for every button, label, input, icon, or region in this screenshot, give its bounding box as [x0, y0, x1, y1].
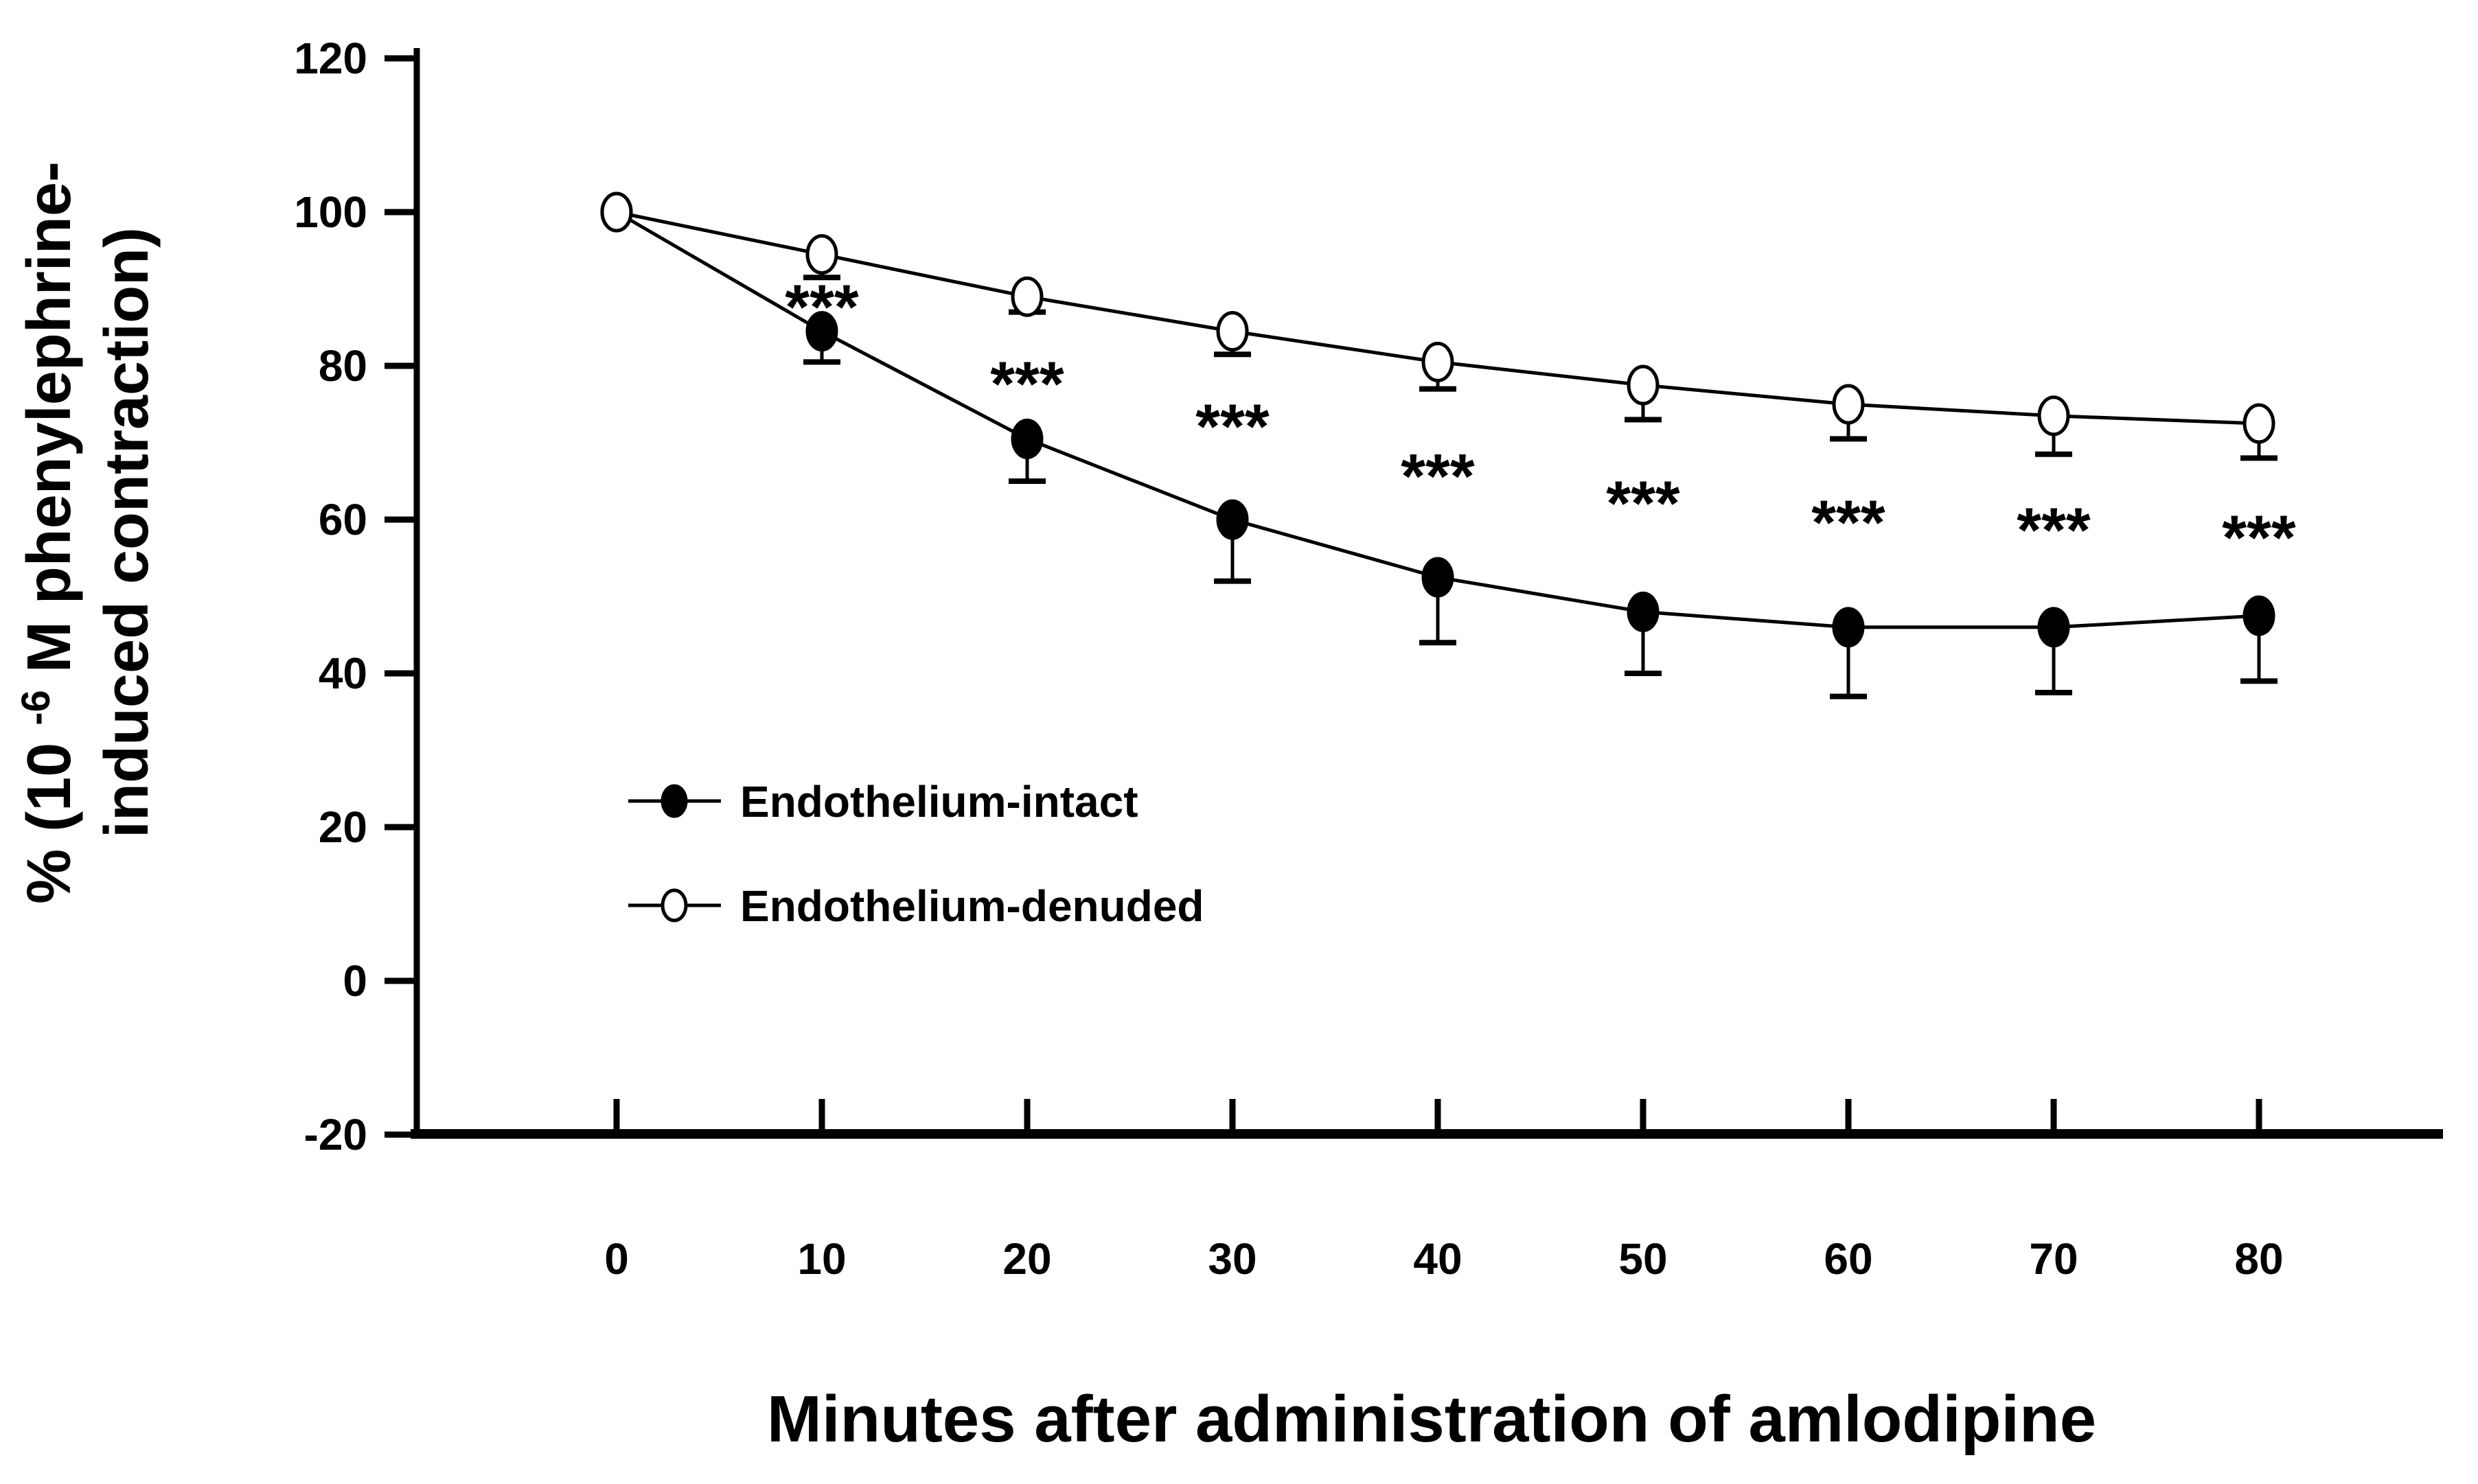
x-tick-label: 60	[1824, 1234, 1872, 1284]
series-open-circle	[600, 192, 2278, 461]
x-axis-title: Minutes after administration of amlodipi…	[767, 1382, 2096, 1456]
data-point-filled-circle	[805, 311, 838, 352]
x-tick-label: 10	[797, 1234, 846, 1284]
series-line	[616, 210, 2260, 426]
data-point-open-circle	[805, 234, 838, 275]
axes: 120 100 80 60 40 20 0 -20 0 10 20 30 40 50 60 70 80	[294, 34, 2443, 1284]
data-point-open-circle	[1421, 341, 1454, 382]
significance-stars: ***	[1401, 442, 1475, 512]
y-tick-label: 40	[319, 649, 367, 698]
data-series	[600, 192, 2278, 699]
legend-label: Endothelium-intact	[740, 777, 1138, 826]
legend-item-endothelium-intact: Endothelium-intact	[628, 777, 1138, 826]
legend: Endothelium-intact Endothelium-denuded	[628, 777, 1204, 931]
data-point-filled-circle	[2242, 595, 2275, 636]
data-point-filled-circle	[2037, 607, 2070, 648]
x-tick-label: 70	[2029, 1234, 2078, 1284]
significance-annotations: *** *** *** *** *** *** *** ***	[785, 273, 2296, 573]
legend-label: Endothelium-denuded	[740, 881, 1204, 931]
x-tick-label: 80	[2234, 1234, 2283, 1284]
significance-stars: ***	[1195, 392, 1270, 462]
data-point-open-circle	[2037, 395, 2070, 437]
data-point-filled-circle	[1627, 591, 1660, 632]
filled-circle-icon	[661, 784, 688, 818]
open-circle-icon	[661, 888, 688, 923]
data-point-filled-circle	[1832, 607, 1865, 648]
significance-stars: ***	[1811, 488, 1885, 558]
x-tick-label: 40	[1413, 1234, 1462, 1284]
data-point-open-circle	[1216, 311, 1249, 352]
y-tick-label: 80	[319, 341, 367, 391]
y-axis-title-text: M phenylephrine-	[15, 161, 84, 673]
x-tick-label: 50	[1618, 1234, 1667, 1284]
y-tick-label: 0	[343, 956, 367, 1006]
y-tick-label: -20	[304, 1110, 368, 1159]
x-tick-label: 20	[1002, 1234, 1051, 1284]
y-tick-label: 60	[319, 495, 367, 544]
data-point-filled-circle	[1421, 557, 1454, 598]
data-point-open-circle	[1832, 384, 1865, 425]
legend-item-endothelium-denuded: Endothelium-denuded	[628, 881, 1204, 931]
data-point-open-circle	[2242, 403, 2275, 444]
significance-stars: ***	[785, 273, 859, 343]
x-tick-label: 30	[1208, 1234, 1257, 1284]
y-axis-title-text: % (10	[15, 743, 84, 904]
data-point-open-circle	[1627, 364, 1660, 406]
significance-stars: ***	[2222, 503, 2296, 573]
y-tick-label: 20	[319, 802, 367, 852]
y-axis-title-line2: induced contraction)	[93, 227, 161, 838]
significance-stars: ***	[2017, 496, 2091, 566]
significance-stars: ***	[990, 349, 1064, 419]
y-tick-label: 100	[294, 187, 367, 237]
y-tick-label: 120	[294, 34, 367, 83]
y-axis-title-line1: % (10 -6 M phenylephrine-	[0, 161, 84, 904]
data-point-filled-circle	[1216, 499, 1249, 540]
y-axis-title-superscript: -6	[14, 690, 58, 726]
significance-stars: ***	[1606, 469, 1680, 539]
x-tick-label: 0	[604, 1234, 629, 1284]
data-point-filled-circle	[1011, 418, 1044, 459]
data-point-open-circle	[600, 192, 633, 233]
data-point-open-circle	[1011, 276, 1044, 317]
